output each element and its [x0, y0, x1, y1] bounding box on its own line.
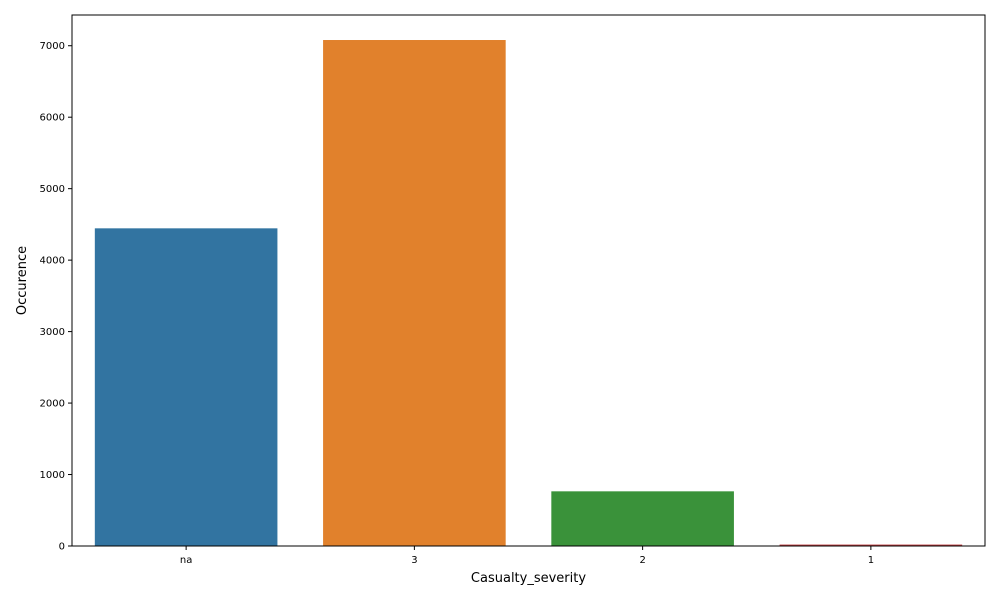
bars-group: [94, 40, 963, 546]
y-tick-label: 6000: [40, 113, 65, 124]
x-tick-label: 2: [639, 555, 645, 566]
y-tick-label: 1000: [40, 470, 65, 481]
bar-3: [323, 40, 506, 546]
y-tick-label: 0: [59, 542, 65, 553]
y-axis-label: Occurence: [15, 246, 30, 315]
y-tick-label: 3000: [40, 327, 65, 338]
y-tick-label: 7000: [40, 41, 65, 52]
x-tick-label: 1: [868, 555, 874, 566]
plot-frame: [71, 14, 986, 547]
y-tick-label: 4000: [40, 256, 65, 267]
x-axis-ticks: na 3 2 1: [180, 546, 874, 566]
y-tick-label: 2000: [40, 399, 65, 410]
x-tick-label: 3: [411, 555, 417, 566]
x-axis-label: Casualty_severity: [471, 571, 586, 586]
y-axis-ticks: 0 1000 2000 3000 4000 5000 6000 7000: [40, 41, 72, 553]
y-tick-label: 5000: [40, 184, 65, 195]
bar-2: [551, 491, 734, 546]
bar-1: [779, 544, 963, 546]
bar-na: [94, 228, 278, 546]
x-tick-label: na: [180, 555, 192, 566]
